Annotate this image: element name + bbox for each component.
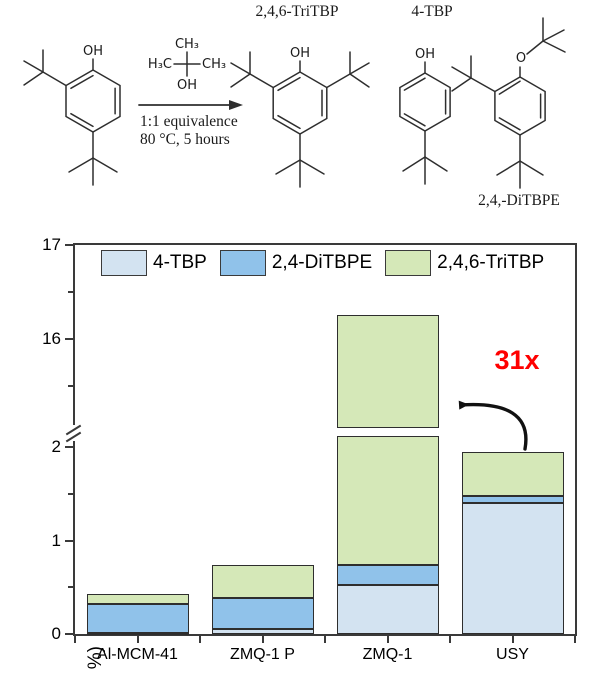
- bar-segment: [211, 629, 314, 634]
- y-tick-label: 1: [51, 530, 61, 550]
- bar-segment: [461, 503, 564, 634]
- fold-increase-annotation: 31x: [494, 345, 540, 375]
- product-label-tritbp: 2,4,6-TriTBP: [256, 3, 339, 20]
- tbp-oh-label: OH: [415, 47, 435, 62]
- x-tick: [324, 636, 326, 643]
- legend-label: 2,4,6-TriTBP: [437, 252, 545, 273]
- axis-break-patch: [71, 425, 78, 441]
- tritbp-oh-label: OH: [290, 46, 310, 61]
- bar-segment: [461, 495, 564, 504]
- y-minor-tick: [68, 586, 73, 589]
- x-category-label: ZMQ-1: [362, 646, 413, 663]
- x-tick: [261, 636, 264, 643]
- bar-segment: [86, 604, 189, 634]
- legend-label: 2,4-DiTBPE: [271, 252, 373, 273]
- y-tick-label: 16: [42, 329, 61, 348]
- chart-legend: 4-TBP 2,4-DiTBPE 2,4,6-TriTBP: [101, 250, 544, 276]
- reagent-ch3-right: CH₃: [202, 57, 226, 72]
- product-ditbpe-structure: O: [451, 17, 566, 189]
- reactant-structure: OH: [23, 44, 121, 186]
- x-tick: [574, 636, 576, 643]
- y-tick: [65, 446, 73, 448]
- x-tick: [386, 636, 389, 643]
- y-minor-tick: [68, 385, 73, 387]
- x-tick: [449, 636, 451, 643]
- y-tick: [65, 539, 73, 542]
- bar-segment: [336, 585, 439, 634]
- y-minor-tick: [68, 291, 73, 293]
- y-tick-label: 2: [51, 437, 61, 456]
- reagent-oh-bottom: OH: [177, 78, 197, 93]
- x-tick: [511, 636, 514, 643]
- legend-item: 2,4,6-TriTBP: [385, 250, 544, 276]
- reagent-h3c-left: H₃C: [148, 57, 172, 72]
- bar-segment: [211, 564, 314, 598]
- plot-area: Yield (wt. %) 4-TBP2,4-DiTBPE2,4,6-TriTB…: [42, 235, 577, 673]
- legend-item: 2,4-DiTBPE: [219, 250, 373, 276]
- bar-segment: [336, 436, 439, 565]
- reaction-scheme: OH CH₃ H₃C CH₃ OH 1:1 e: [23, 3, 566, 209]
- x-tick: [74, 636, 76, 643]
- bar-segment: [211, 597, 314, 630]
- y-tick: [65, 633, 73, 635]
- bar-segment: [336, 564, 439, 586]
- conditions-line1: 1:1 equivalence: [140, 113, 238, 130]
- bar-segment: [461, 451, 564, 496]
- y-minor-tick: [68, 492, 73, 495]
- product-label-ditbpe: 2,4,-DiTBPE: [478, 192, 560, 209]
- legend-swatch: [385, 250, 432, 276]
- x-category-label: Al-MCM-41: [97, 646, 178, 663]
- y-tick-label: 17: [42, 235, 61, 254]
- ditbpe-o-label: O: [516, 51, 526, 66]
- y-tick-label: 0: [51, 624, 61, 643]
- legend-swatch: [219, 250, 266, 276]
- x-category-label: ZMQ-1 P: [230, 646, 295, 663]
- x-category-label: USY: [496, 646, 529, 663]
- legend-label: 4-TBP: [153, 252, 207, 273]
- x-tick: [199, 636, 201, 643]
- legend-swatch: [101, 250, 147, 276]
- bar-segment: [336, 314, 439, 428]
- reactant-oh-label: OH: [83, 44, 103, 59]
- legend-item: 4-TBP: [101, 250, 207, 276]
- conditions-line2: 80 °C, 5 hours: [140, 131, 230, 148]
- y-tick: [65, 244, 73, 246]
- bar-segment: [86, 593, 189, 605]
- reagent-ch3-top: CH₃: [175, 37, 199, 52]
- reaction-arrow: [138, 100, 243, 110]
- product-tritbp-structure: OH: [230, 46, 370, 188]
- x-tick: [136, 636, 139, 643]
- bar-segment: [86, 633, 189, 636]
- product-label-tbp: 4-TBP: [411, 3, 452, 20]
- reagent-structure: CH₃ H₃C CH₃ OH: [148, 37, 226, 93]
- y-tick: [65, 338, 73, 340]
- product-tbp-structure: OH: [399, 47, 451, 185]
